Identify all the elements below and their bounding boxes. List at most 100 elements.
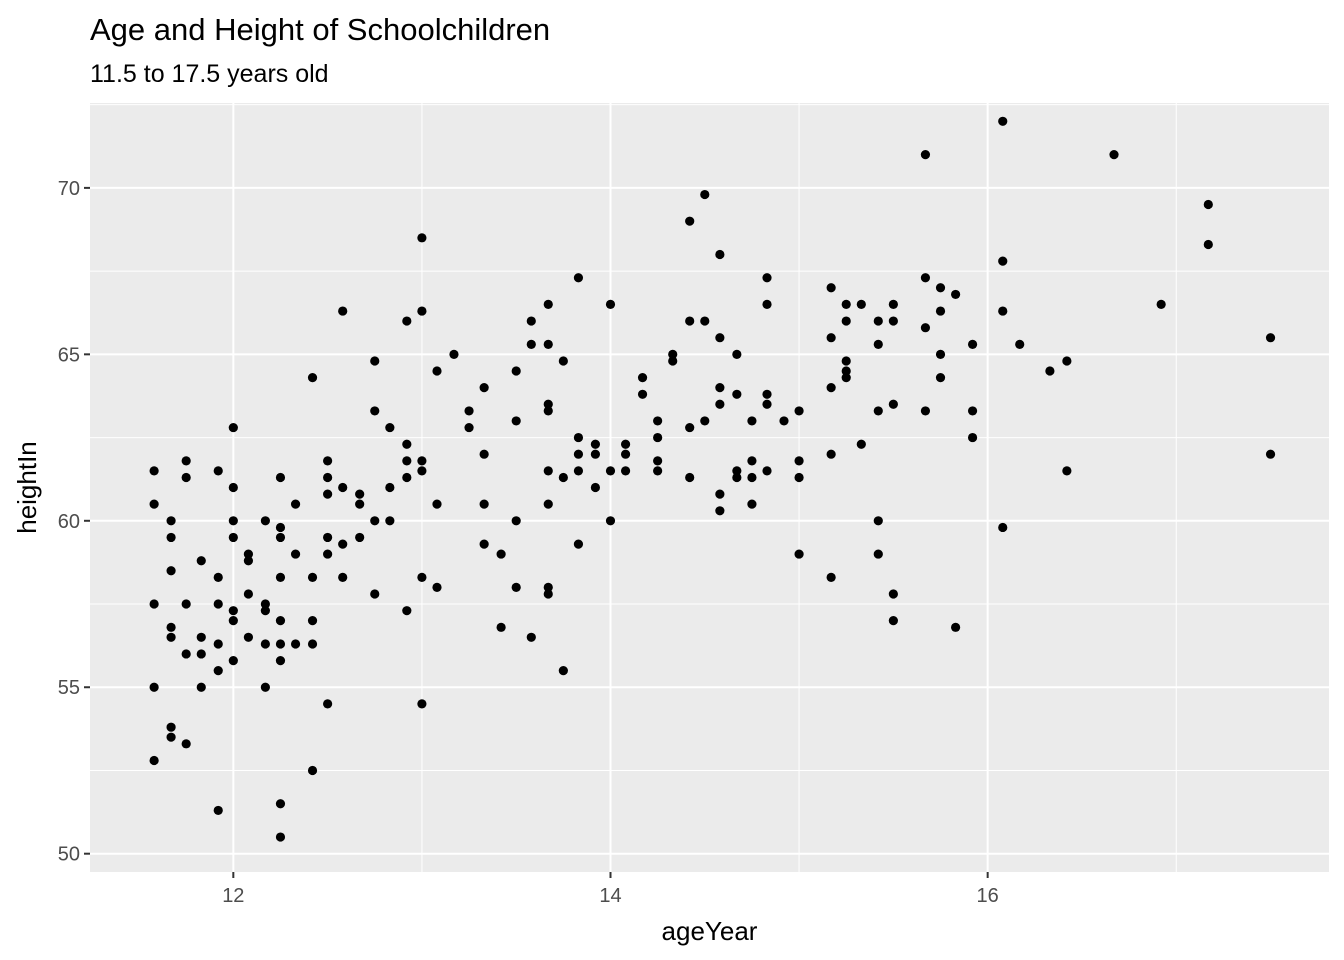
- data-point: [935, 349, 946, 359]
- data-point: [402, 606, 412, 616]
- data-point: [841, 373, 851, 383]
- data-point: [181, 472, 191, 483]
- data-point: [685, 422, 695, 433]
- x-tick-label: 12: [222, 885, 244, 907]
- data-point: [338, 539, 348, 549]
- chart-subtitle: 11.5 to 17.5 years old: [90, 60, 329, 88]
- data-point: [275, 656, 286, 666]
- data-point: [920, 406, 931, 416]
- data-point: [449, 349, 459, 359]
- data-point: [260, 516, 270, 526]
- data-point: [149, 499, 159, 509]
- y-axis-title: heightIn: [12, 441, 42, 534]
- data-point: [149, 466, 159, 476]
- data-point: [243, 632, 254, 642]
- data-point: [1203, 239, 1213, 250]
- data-point: [323, 549, 333, 559]
- data-point: [323, 489, 333, 499]
- x-axis-title: ageYear: [662, 916, 758, 946]
- data-point: [856, 439, 866, 449]
- data-point: [275, 572, 286, 582]
- data-point: [213, 599, 223, 609]
- data-point: [402, 472, 412, 483]
- data-point: [307, 373, 318, 383]
- data-point: [149, 755, 159, 766]
- data-point: [888, 299, 898, 310]
- data-point: [685, 472, 695, 483]
- data-point: [196, 632, 206, 642]
- data-point: [951, 289, 961, 300]
- data-point: [323, 456, 333, 466]
- data-point: [511, 516, 521, 526]
- data-point: [620, 466, 631, 476]
- data-point: [166, 632, 176, 642]
- y-tick-label: 55: [58, 677, 80, 699]
- data-point: [543, 499, 553, 509]
- data-point: [370, 516, 380, 526]
- data-point: [998, 256, 1008, 266]
- data-point: [1015, 339, 1025, 349]
- data-point: [856, 299, 866, 310]
- data-point: [967, 339, 978, 349]
- data-point: [873, 406, 883, 416]
- y-tick-label: 50: [58, 844, 80, 866]
- data-point: [228, 422, 238, 433]
- data-point: [653, 432, 663, 443]
- data-point: [307, 639, 318, 649]
- data-point: [275, 616, 286, 626]
- data-point: [166, 532, 176, 543]
- data-point: [543, 406, 553, 416]
- data-point: [967, 432, 978, 443]
- data-point: [511, 366, 521, 376]
- data-point: [213, 665, 223, 676]
- data-point: [732, 466, 742, 476]
- data-point: [700, 416, 710, 426]
- data-point: [338, 306, 348, 316]
- data-point: [668, 356, 678, 366]
- chart-title: Age and Height of Schoolchildren: [90, 12, 551, 47]
- data-point: [762, 299, 772, 310]
- data-point: [355, 489, 365, 499]
- data-point: [1203, 199, 1213, 210]
- data-point: [558, 356, 568, 366]
- data-point: [998, 522, 1008, 533]
- data-point: [653, 466, 663, 476]
- data-point: [558, 472, 568, 483]
- data-point: [620, 439, 631, 449]
- data-point: [732, 349, 742, 359]
- data-point: [762, 389, 772, 399]
- data-point: [213, 466, 223, 476]
- data-point: [826, 449, 836, 459]
- data-point: [307, 765, 318, 776]
- data-point: [558, 665, 568, 676]
- data-point: [260, 599, 270, 609]
- data-point: [228, 656, 238, 666]
- data-point: [826, 572, 836, 582]
- data-point: [543, 399, 553, 409]
- data-point: [181, 649, 191, 659]
- data-point: [355, 532, 365, 543]
- data-point: [228, 482, 238, 493]
- data-point: [464, 422, 474, 433]
- data-point: [1045, 366, 1055, 376]
- data-point: [762, 399, 772, 409]
- data-point: [260, 682, 270, 692]
- data-point: [228, 516, 238, 526]
- data-point: [841, 366, 851, 376]
- data-point: [385, 516, 395, 526]
- data-point: [935, 373, 946, 383]
- data-point: [794, 456, 804, 466]
- data-point: [620, 449, 631, 459]
- data-point: [196, 556, 206, 566]
- data-point: [1109, 149, 1119, 160]
- data-point: [543, 582, 553, 592]
- data-point: [166, 622, 176, 632]
- data-point: [417, 233, 427, 243]
- data-point: [873, 339, 883, 349]
- data-point: [605, 516, 616, 526]
- data-point: [747, 499, 757, 509]
- data-point: [243, 556, 254, 566]
- x-tick-label: 16: [977, 885, 999, 907]
- data-point: [715, 249, 725, 260]
